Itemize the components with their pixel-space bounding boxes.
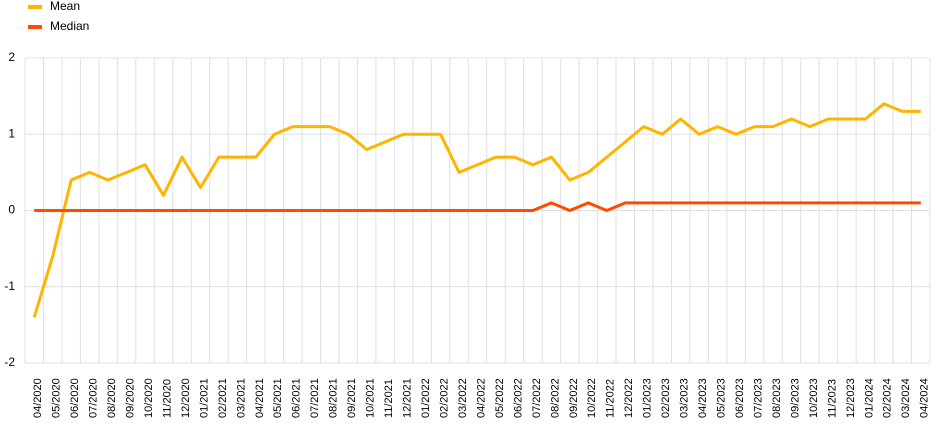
x-tick-label: 03/2024 [900, 378, 912, 418]
x-tick-label: 10/2021 [365, 378, 377, 418]
line [34, 201, 921, 212]
x-tick-label: 05/2023 [716, 378, 728, 418]
x-tick-label: 09/2023 [789, 378, 801, 418]
x-tick-label: 08/2021 [328, 378, 340, 418]
x-tick-label: 07/2020 [88, 378, 100, 418]
x-tick-label: 08/2022 [549, 378, 561, 418]
x-tick-label: 12/2022 [623, 378, 635, 418]
x-tick-label: 02/2024 [882, 378, 894, 418]
x-tick-label: 06/2022 [512, 378, 524, 418]
x-tick-label: 10/2020 [143, 378, 155, 418]
x-tick-label: 08/2020 [106, 378, 118, 418]
x-tick-label: 01/2022 [420, 378, 432, 418]
x-tick-label: 04/2020 [32, 378, 44, 418]
x-tick-label: 12/2023 [845, 378, 857, 418]
x-tick-label: 12/2021 [402, 378, 414, 418]
x-tick-label: 02/2021 [217, 378, 229, 418]
x-tick-label: 04/2021 [254, 378, 266, 418]
x-tick-label: 06/2020 [69, 378, 81, 418]
y-tick-label: -1 [4, 279, 15, 293]
x-tick-label: 06/2023 [734, 378, 746, 418]
y-tick-label: 2 [8, 50, 15, 64]
line [32, 102, 921, 318]
x-tick-label: 03/2021 [235, 378, 247, 418]
x-tick-label: 01/2024 [863, 378, 875, 418]
x-tick-label: 05/2020 [51, 378, 63, 418]
x-tick-label: 11/2023 [826, 379, 838, 418]
x-tick-label: 10/2022 [586, 378, 598, 418]
x-tick-label: 02/2022 [438, 378, 450, 418]
x-tick-label: 06/2021 [291, 378, 303, 418]
x-tick-label: 11/2021 [383, 379, 395, 418]
x-tick-label: 04/2024 [919, 378, 931, 418]
x-tick-label: 11/2022 [605, 379, 617, 418]
x-tick-label: 10/2023 [808, 378, 820, 418]
x-tick-label: 05/2022 [494, 378, 506, 418]
x-tick-label: 07/2021 [309, 378, 321, 418]
x-tick-label: 09/2021 [346, 378, 358, 418]
x-tick-label: 09/2020 [124, 378, 136, 418]
y-tick-label: -2 [4, 355, 15, 369]
x-tick-label: 04/2023 [697, 378, 709, 418]
x-tick-label: 11/2020 [161, 379, 173, 418]
x-tick-label: 01/2023 [642, 378, 654, 418]
x-tick-label: 07/2023 [752, 378, 764, 418]
legend-label: Median [50, 19, 89, 33]
x-tick-label: 02/2023 [660, 378, 672, 418]
x-tick-label: 09/2022 [568, 378, 580, 418]
x-tick-label: 12/2020 [180, 378, 192, 418]
legend-label: Mean [50, 0, 80, 13]
x-tick-label: 04/2022 [475, 378, 487, 418]
x-tick-label: 01/2021 [198, 378, 210, 418]
y-tick-label: 0 [8, 203, 15, 217]
y-tick-label: 1 [8, 126, 15, 140]
x-tick-label: 03/2022 [457, 378, 469, 418]
x-tick-label: 07/2022 [531, 378, 543, 418]
x-tick-label: 08/2023 [771, 378, 783, 418]
x-tick-label: 03/2023 [679, 378, 691, 418]
x-tick-label: 05/2021 [272, 378, 284, 418]
